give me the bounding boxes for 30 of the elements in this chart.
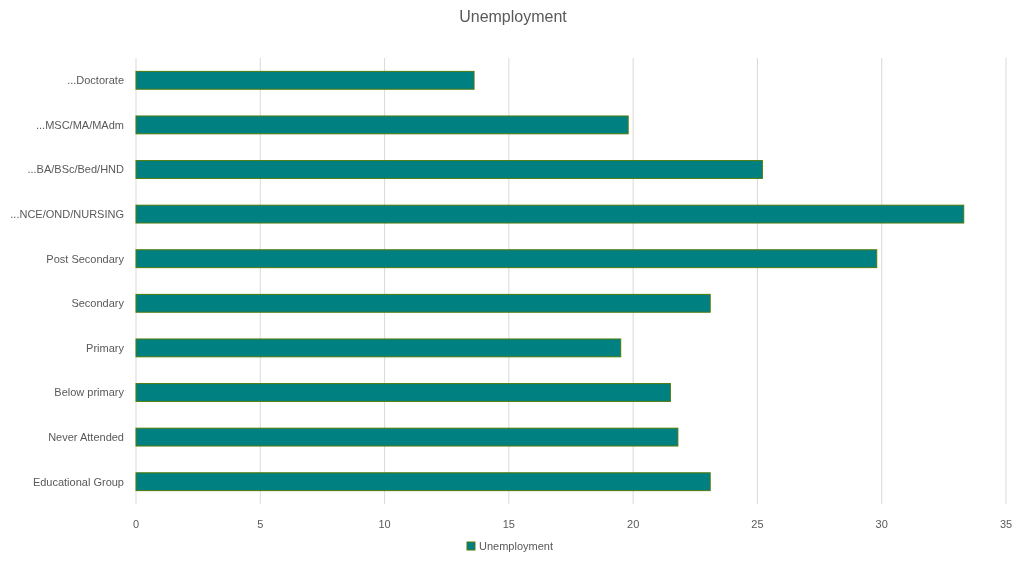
y-tick-label: Secondary [71, 297, 125, 310]
x-tick-label: 35 [999, 518, 1013, 530]
y-tick-label: Primary [86, 341, 125, 354]
y-tick-label: ...Doctorate [67, 74, 124, 87]
x-tick-label: 25 [751, 518, 764, 530]
x-tick-label: 0 [132, 518, 140, 530]
y-tick-label: ...BA/BSc/Bed/HND [27, 163, 125, 176]
bar [135, 204, 965, 224]
bar [135, 338, 622, 358]
y-tick-label: ...NCE/OND/NURSING [10, 207, 124, 220]
bar [135, 160, 763, 179]
y-tick-label: Below primary [54, 386, 125, 399]
bar [135, 472, 711, 492]
bar [135, 427, 679, 447]
x-tick-label: 20 [627, 518, 640, 530]
bar [135, 115, 629, 135]
x-tick-label: 10 [378, 518, 391, 530]
chart-title: Unemployment [459, 8, 568, 25]
x-tick-label: 5 [257, 518, 264, 530]
x-tick-label: 30 [875, 518, 888, 530]
bar [135, 383, 671, 402]
y-tick-label: Never Attended [48, 430, 124, 443]
y-tick-label: Educational Group [32, 475, 124, 488]
bar [135, 293, 711, 313]
legend-label: Unemployment [479, 539, 553, 552]
y-tick-label: ...MSC/MA/MAdm [35, 118, 124, 131]
y-tick-label: Post Secondary [46, 252, 125, 265]
x-tick-label: 15 [502, 518, 515, 530]
bar [135, 249, 878, 269]
bar [135, 70, 475, 90]
